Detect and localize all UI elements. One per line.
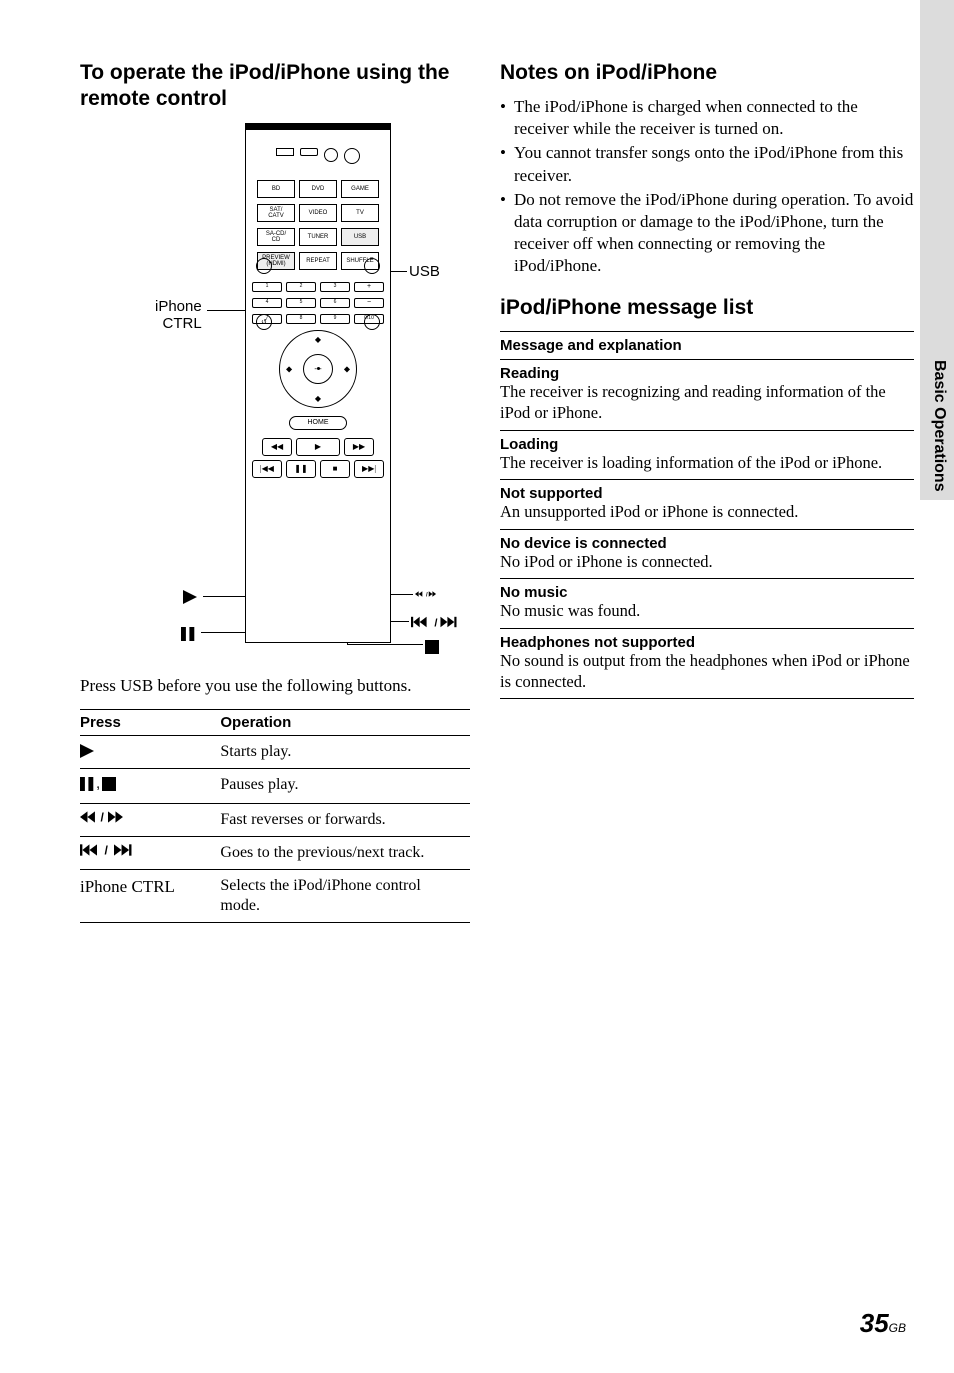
operation-table: Press Operation Starts play. , [80, 709, 470, 923]
page-number: 35 [860, 1308, 889, 1338]
msg-reading: Reading The receiver is recognizing and … [500, 360, 914, 430]
svg-text:/: / [426, 592, 428, 598]
rewfwd-icon: / [415, 589, 437, 599]
note-2: You cannot transfer songs onto the iPod/… [500, 142, 914, 186]
msg-title: Not supported [500, 485, 914, 502]
btn-dvd: DVD [299, 180, 337, 198]
press-iphonectrl: iPhone CTRL [80, 869, 220, 922]
btn-tuner: TUNER [299, 228, 337, 246]
t-play: ▶ [296, 438, 340, 456]
side-tab-split [920, 500, 954, 1373]
op-prevnext: Goes to the previous/next track. [220, 836, 470, 869]
msg-desc: The receiver is recognizing and reading … [500, 382, 914, 423]
msg-desc: No music was found. [500, 601, 914, 622]
svg-text:/: / [105, 844, 109, 856]
callout-usb: USB [409, 263, 440, 280]
msg-title: No device is connected [500, 535, 914, 552]
msg-title: Headphones not supported [500, 634, 914, 651]
t-fwd: ▶▶ [344, 438, 374, 456]
msg-headphones: Headphones not supported No sound is out… [500, 629, 914, 699]
msg-desc: The receiver is loading information of t… [500, 453, 914, 474]
btn-bd: BD [257, 180, 295, 198]
th-op: Operation [220, 709, 470, 735]
t-rew: ◀◀ [262, 438, 292, 456]
pause-icon [80, 777, 94, 791]
press-pause: , [80, 768, 220, 803]
page-footer: 35GB [860, 1308, 906, 1339]
op-pause: Pauses play. [220, 768, 470, 803]
play-icon [80, 744, 94, 758]
callout-iphone-ctrl: iPhoneCTRL [155, 298, 202, 332]
msg-notsupported: Not supported An unsupported iPod or iPh… [500, 480, 914, 530]
op-play: Starts play. [220, 735, 470, 768]
pause-icon [181, 627, 195, 641]
op-rewfwd: Fast reverses or forwards. [220, 803, 470, 836]
t-stop: ■ [320, 460, 350, 478]
notes-list: The iPod/iPhone is charged when connecte… [500, 96, 914, 277]
btn-sat: SAT/CATV [257, 204, 295, 222]
stop-icon [102, 777, 116, 791]
th-press: Press [80, 709, 220, 735]
side-tab-label: Basic Operations [930, 360, 948, 492]
msg-desc: No sound is output from the headphones w… [500, 651, 914, 692]
remote-diagram: iPhoneCTRL USB / [85, 123, 465, 663]
msg-heading: iPod/iPhone message list [500, 295, 914, 321]
left-heading: To operate the iPod/iPhone using the rem… [80, 60, 470, 113]
btn-home: HOME [289, 416, 347, 430]
btn-usb: USB [341, 228, 379, 246]
callout-play [183, 588, 197, 605]
prevnext-icon: / [411, 616, 463, 628]
play-icon [183, 590, 197, 604]
press-play [80, 735, 220, 768]
op-iphonectrl: Selects the iPod/iPhone control mode. [220, 869, 470, 922]
note-1: The iPod/iPhone is charged when connecte… [500, 96, 914, 140]
msg-title: Reading [500, 365, 914, 382]
note-3: Do not remove the iPod/iPhone during ope… [500, 189, 914, 277]
lead-stop [347, 644, 423, 645]
msg-nodevice: No device is connected No iPod or iPhone… [500, 530, 914, 580]
callout-stop [425, 638, 439, 655]
page-suffix: GB [889, 1321, 906, 1335]
prevnext-icon: / [80, 844, 148, 856]
callout-prevnext: / [411, 613, 463, 630]
press-rewfwd: / [80, 803, 220, 836]
press-prevnext: / [80, 836, 220, 869]
t-pause: ❚❚ [286, 460, 316, 478]
msg-desc: An unsupported iPod or iPhone is connect… [500, 502, 914, 523]
svg-text:/: / [101, 811, 105, 823]
btn-tv: TV [341, 204, 379, 222]
callout-rewfwd: / [415, 585, 437, 602]
side-tab-bg [920, 0, 954, 1373]
msg-nomusic: No music No music was found. [500, 579, 914, 629]
callout-pause [181, 625, 195, 642]
notes-heading: Notes on iPod/iPhone [500, 60, 914, 86]
msg-table-head: Message and explanation [500, 331, 914, 360]
t-prev: |◀◀ [252, 460, 282, 478]
msg-title: No music [500, 584, 914, 601]
stop-icon [425, 640, 439, 654]
rewfwd-icon: / [80, 811, 136, 823]
btn-video: VIDEO [299, 204, 337, 222]
remote-body: BD DVD GAME SAT/CATV VIDEO TV SA-CD/CD T… [245, 123, 391, 643]
t-next: ▶▶| [354, 460, 384, 478]
btn-game: GAME [341, 180, 379, 198]
msg-loading: Loading The receiver is loading informat… [500, 431, 914, 481]
btn-sacd: SA-CD/CD [257, 228, 295, 246]
msg-title: Loading [500, 436, 914, 453]
svg-text:/: / [434, 617, 438, 628]
msg-desc: No iPod or iPhone is connected. [500, 552, 914, 573]
below-remote-text: Press USB before you use the following b… [80, 675, 470, 697]
